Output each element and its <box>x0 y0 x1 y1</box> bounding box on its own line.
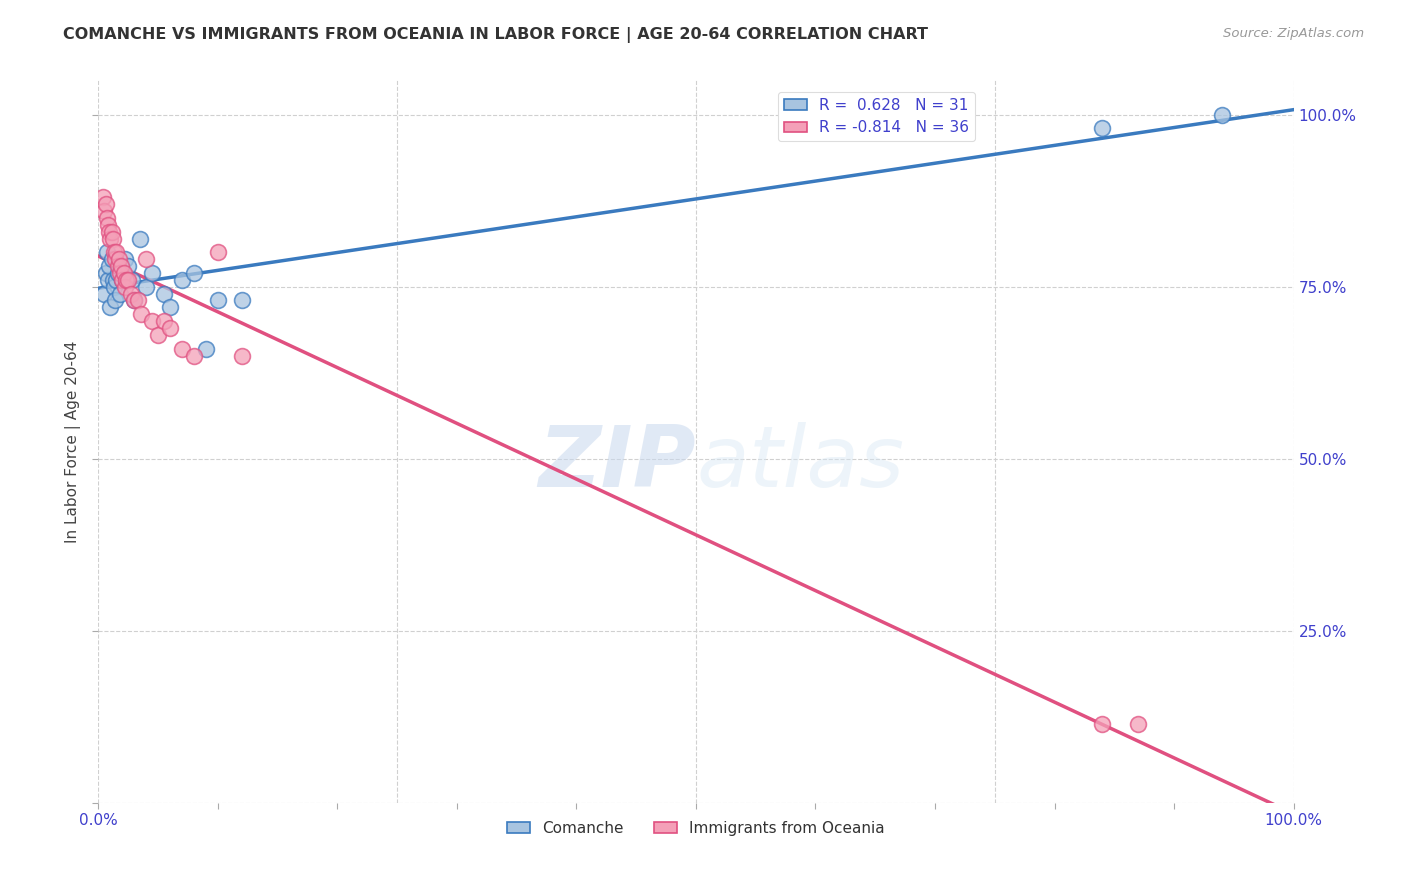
Point <box>104 252 127 267</box>
Point <box>127 293 149 308</box>
Point <box>107 259 129 273</box>
Text: ZIP: ZIP <box>538 422 696 505</box>
Point <box>108 266 131 280</box>
Point <box>141 266 163 280</box>
Point <box>159 301 181 315</box>
Point <box>96 245 118 260</box>
Point <box>207 245 229 260</box>
Point <box>93 204 115 219</box>
Point <box>1128 716 1150 731</box>
Point <box>93 286 115 301</box>
Point <box>115 273 138 287</box>
Point <box>153 286 176 301</box>
Point <box>120 286 142 301</box>
Point <box>141 314 163 328</box>
Point <box>97 218 120 232</box>
Point <box>101 231 124 245</box>
Point <box>159 321 181 335</box>
Point <box>107 259 129 273</box>
Point <box>124 293 146 308</box>
Point <box>110 259 132 273</box>
Point <box>172 273 194 287</box>
Point <box>103 245 125 260</box>
Point <box>97 273 120 287</box>
Point <box>107 252 129 267</box>
Point <box>108 286 131 301</box>
Point <box>98 301 122 315</box>
Text: COMANCHE VS IMMIGRANTS FROM OCEANIA IN LABOR FORCE | AGE 20-64 CORRELATION CHART: COMANCHE VS IMMIGRANTS FROM OCEANIA IN L… <box>63 27 928 43</box>
Point <box>100 252 122 267</box>
Point <box>183 266 205 280</box>
Point <box>148 327 170 342</box>
Point <box>231 293 253 308</box>
Point <box>98 259 121 273</box>
Point <box>121 273 143 287</box>
Point <box>100 225 122 239</box>
Point <box>107 266 129 280</box>
Point <box>98 225 121 239</box>
Legend: Comanche, Immigrants from Oceania: Comanche, Immigrants from Oceania <box>501 815 891 842</box>
Point <box>124 293 146 308</box>
Point <box>117 259 139 273</box>
Point <box>111 273 134 287</box>
Point <box>91 190 114 204</box>
Point <box>112 266 135 280</box>
Point <box>111 273 134 287</box>
Text: Source: ZipAtlas.com: Source: ZipAtlas.com <box>1223 27 1364 40</box>
Point <box>195 342 218 356</box>
Point <box>131 307 153 321</box>
Point <box>1211 108 1233 122</box>
Point <box>104 293 127 308</box>
Point <box>103 279 125 293</box>
Point <box>183 349 205 363</box>
Point <box>94 197 117 211</box>
Point <box>207 293 229 308</box>
Point <box>96 211 118 225</box>
Point <box>101 273 124 287</box>
Point <box>105 273 128 287</box>
Point <box>94 266 117 280</box>
Y-axis label: In Labor Force | Age 20-64: In Labor Force | Age 20-64 <box>65 341 82 542</box>
Point <box>114 279 136 293</box>
Point <box>117 273 139 287</box>
Point <box>98 231 122 245</box>
Point <box>1091 121 1114 136</box>
Point <box>231 349 253 363</box>
Point <box>153 314 176 328</box>
Text: atlas: atlas <box>696 422 904 505</box>
Point <box>135 279 157 293</box>
Point <box>135 252 157 267</box>
Point <box>172 342 194 356</box>
Point <box>129 231 152 245</box>
Point <box>1091 716 1114 731</box>
Point <box>105 245 128 260</box>
Point <box>114 252 136 267</box>
